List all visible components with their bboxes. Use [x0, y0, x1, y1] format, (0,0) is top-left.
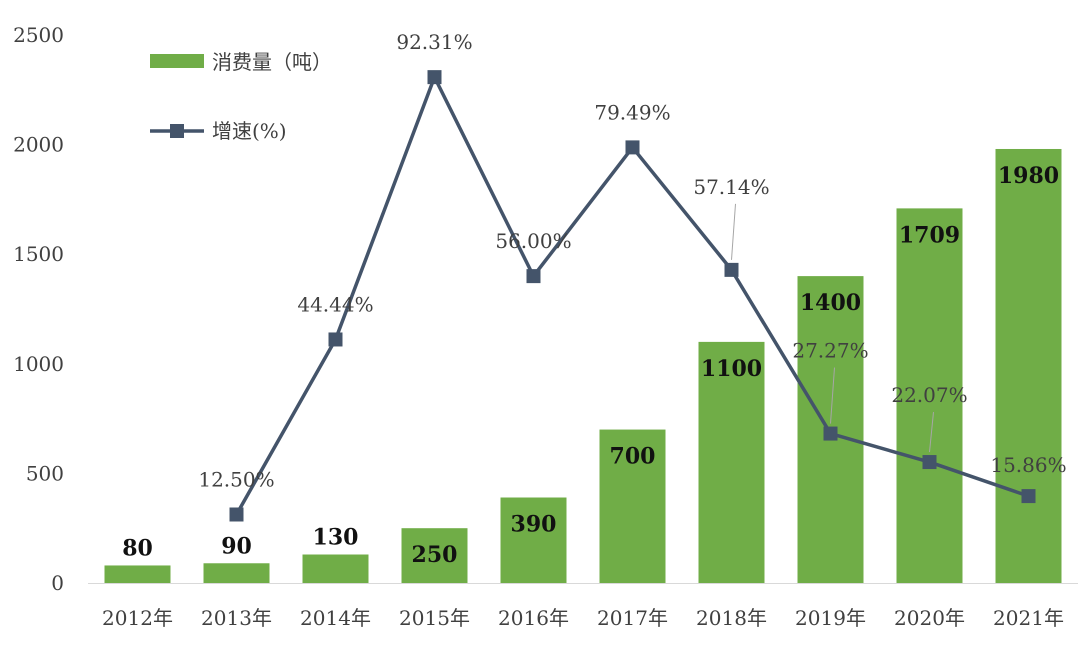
bar-data-label: 1980	[998, 163, 1059, 189]
line-data-label: 57.14%	[693, 175, 769, 199]
line-point	[328, 332, 343, 347]
bar	[401, 528, 468, 583]
line-label-leader	[731, 203, 736, 260]
legend-bar-swatch	[150, 54, 204, 68]
bar-data-label: 90	[221, 533, 252, 559]
line-data-label: 56.00%	[495, 229, 571, 253]
line-data-label: 79.49%	[594, 100, 670, 124]
line-label-leader	[830, 367, 835, 424]
x-tick-label: 2019年	[795, 606, 866, 630]
x-tick-label: 2013年	[201, 606, 272, 630]
bar	[599, 429, 666, 583]
bar	[698, 341, 765, 583]
bar	[104, 565, 171, 583]
line-data-label: 12.50%	[198, 468, 274, 492]
line-data-label: 44.44%	[297, 292, 373, 316]
line-point	[823, 426, 838, 441]
y-tick-label: 2000	[13, 133, 64, 157]
legend-line-marker	[170, 124, 184, 138]
line-point	[1021, 489, 1036, 504]
x-tick-label: 2021年	[993, 606, 1064, 630]
x-tick-label: 2015年	[399, 606, 470, 630]
y-tick-label: 500	[26, 461, 64, 485]
bar	[995, 148, 1062, 583]
bar-data-label: 1709	[899, 222, 960, 248]
bar-data-label: 80	[122, 535, 153, 561]
bar-data-label: 700	[610, 444, 656, 470]
x-tick-label: 2016年	[498, 606, 569, 630]
bar-data-label: 130	[313, 525, 359, 551]
y-tick-label: 1000	[13, 352, 64, 376]
x-tick-label: 2017年	[597, 606, 668, 630]
x-tick-label: 2012年	[102, 606, 173, 630]
bar	[500, 497, 567, 583]
legend-line-label: 增速(%)	[212, 119, 287, 143]
bar-data-label: 1400	[800, 290, 861, 316]
x-tick-label: 2014年	[300, 606, 371, 630]
y-tick-label: 0	[51, 571, 64, 595]
line-data-label: 92.31%	[396, 30, 472, 54]
line-point	[427, 70, 442, 85]
y-tick-label: 2500	[13, 23, 64, 47]
line-data-label: 15.86%	[990, 453, 1066, 477]
bar	[203, 563, 270, 583]
x-tick-label: 2018年	[696, 606, 767, 630]
line-point	[625, 140, 640, 155]
y-tick-label: 1500	[13, 242, 64, 266]
bar-data-label: 390	[511, 512, 557, 538]
line-point	[526, 269, 541, 284]
bar-data-label: 250	[412, 542, 458, 568]
line-point	[229, 507, 244, 522]
line-point	[724, 262, 739, 277]
line-data-label: 27.27%	[792, 339, 868, 363]
line-label-leader	[929, 412, 934, 453]
x-tick-label: 2020年	[894, 606, 965, 630]
line-data-label: 22.07%	[891, 383, 967, 407]
legend-bar-label: 消费量（吨）	[212, 50, 332, 74]
bar	[302, 554, 369, 583]
bar	[896, 208, 963, 583]
bar-data-label: 1100	[701, 356, 762, 382]
line-point	[922, 455, 937, 470]
